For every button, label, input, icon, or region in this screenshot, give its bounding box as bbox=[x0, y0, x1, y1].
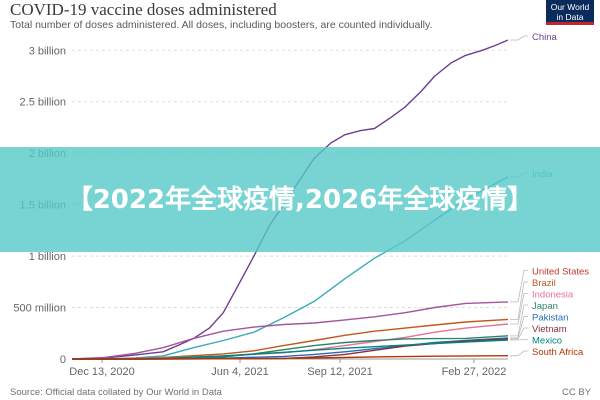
x-tick-label: Feb 27, 2022 bbox=[442, 366, 507, 378]
y-tick-label: 3 billion bbox=[29, 45, 66, 57]
y-tick-label: 500 million bbox=[13, 303, 66, 315]
chart-title: COVID-19 vaccine doses administered bbox=[10, 0, 277, 19]
source-note[interactable]: Source: Official data collated by Our Wo… bbox=[10, 387, 222, 398]
legend-label-pakistan: Pakistan bbox=[532, 313, 568, 324]
x-tick-label: Dec 13, 2020 bbox=[69, 366, 134, 378]
legend-connector bbox=[510, 304, 528, 337]
x-tick-label: Sep 12, 2021 bbox=[307, 366, 372, 378]
legend-label-mexico: Mexico bbox=[532, 336, 562, 347]
license-link[interactable]: CC BY bbox=[561, 387, 591, 398]
legend-label-vietnam: Vietnam bbox=[532, 324, 567, 335]
series-line-south-africa bbox=[72, 355, 509, 360]
owid-logo[interactable]: Our World in Data bbox=[546, 0, 594, 25]
legend-label-brazil: Brazil bbox=[532, 278, 556, 289]
x-tick-label: Jun 4, 2021 bbox=[211, 366, 269, 378]
y-tick-label: 0 bbox=[60, 354, 66, 366]
legend-label-indonesia: Indonesia bbox=[532, 290, 574, 301]
legend-connector bbox=[510, 281, 528, 320]
legend-connector bbox=[510, 270, 528, 303]
promo-banner: 【2022年全球疫情,2026年全球疫情】 bbox=[0, 147, 600, 252]
legend-label-china: China bbox=[532, 32, 558, 43]
legend-label-south-africa: South Africa bbox=[532, 347, 584, 358]
legend-label-united-states: United States bbox=[532, 267, 589, 278]
logo-accent-bar bbox=[546, 22, 594, 25]
legend-connector bbox=[510, 35, 528, 41]
logo-line-2: in Data bbox=[556, 12, 584, 22]
legend-connector bbox=[510, 316, 528, 339]
legend-connector bbox=[510, 327, 528, 340]
logo-line-1: Our World bbox=[550, 2, 590, 12]
y-tick-label: 2.5 billion bbox=[20, 97, 66, 109]
series-line-united-states bbox=[71, 301, 509, 360]
legend-connector bbox=[510, 350, 528, 357]
legend-label-japan: Japan bbox=[532, 301, 558, 312]
y-tick-label: 1 billion bbox=[29, 251, 66, 263]
promo-banner-text: 【2022年全球疫情,2026年全球疫情】 bbox=[66, 184, 534, 215]
chart-subtitle: Total number of doses administered. All … bbox=[10, 19, 433, 31]
legend-connector bbox=[510, 293, 528, 325]
